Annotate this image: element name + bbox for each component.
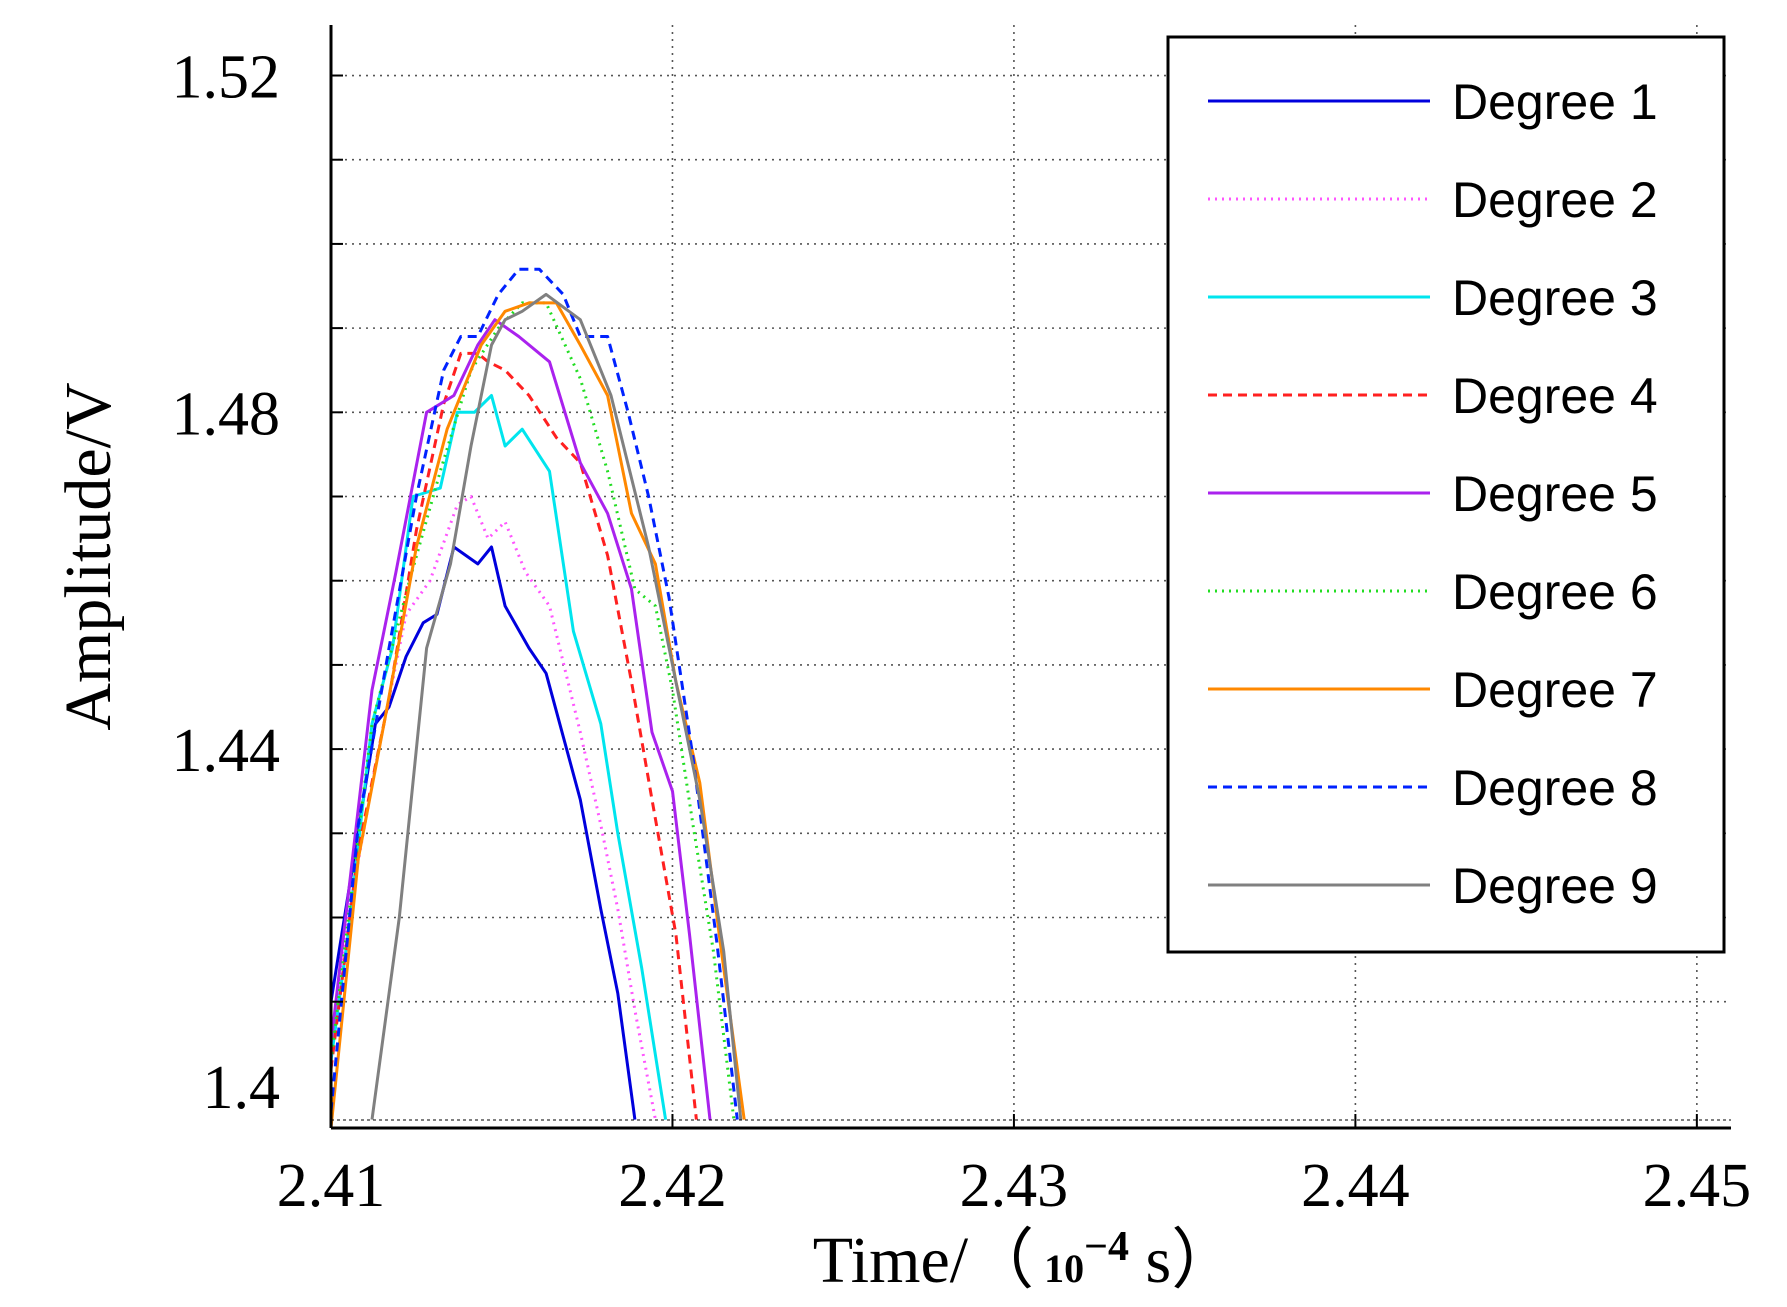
series-line-6 [331,301,736,1120]
y-tick-label-2: 1.44 [172,717,281,785]
x-axis-label-prefix: Time/（ [813,1224,1034,1297]
x-axis-label-base: 10 [1044,1246,1084,1291]
legend-label-4: Degree 4 [1452,368,1658,424]
series-line-2 [331,495,657,1120]
legend-label-7: Degree 7 [1452,662,1658,718]
legend: Degree 1 Degree 2 Degree 3 Degree 4 Degree 5… [1166,35,1726,954]
x-tick-label-1: 2.42 [618,1152,727,1220]
x-axis-label: Time/（ 10−4 s） [813,1224,1237,1297]
y-tick-label-3: 1.4 [203,1054,281,1122]
x-tick-label-3: 2.44 [1301,1152,1410,1220]
y-tick-label-0: 1.52 [172,44,281,112]
series-line-1 [331,545,637,1120]
axes [329,25,1731,1130]
x-tick-label-4: 2.45 [1643,1152,1752,1220]
series-line-5 [331,318,712,1120]
legend-label-2: Degree 2 [1452,172,1658,228]
series-group [331,267,746,1128]
y-tick-label-1: 1.48 [172,380,281,448]
axis-labels: Amplitude/V Time/（ 10−4 s） [52,382,1237,1297]
legend-label-3: Degree 3 [1452,270,1658,326]
legend-label-8: Degree 8 [1452,760,1658,816]
tick-labels: 2.41 2.42 2.43 2.44 2.45 1.52 1.48 1.44 1.4 [172,44,1752,1220]
series-line-9 [370,292,743,1120]
legend-label-5: Degree 5 [1452,466,1658,522]
legend-label-6: Degree 6 [1452,564,1658,620]
series-line-4 [331,351,698,1120]
x-tick-label-2: 2.43 [960,1152,1069,1220]
series-line-8 [331,267,739,1120]
x-axis-label-exponent: −4 [1084,1224,1129,1270]
x-tick-label-0: 2.41 [277,1152,386,1220]
series-line-3 [331,394,668,1120]
legend-label-9: Degree 9 [1452,858,1658,914]
legend-label-1: Degree 1 [1452,74,1658,130]
y-axis-label: Amplitude/V [52,382,125,730]
x-axis-label-suffix: s） [1129,1224,1237,1297]
